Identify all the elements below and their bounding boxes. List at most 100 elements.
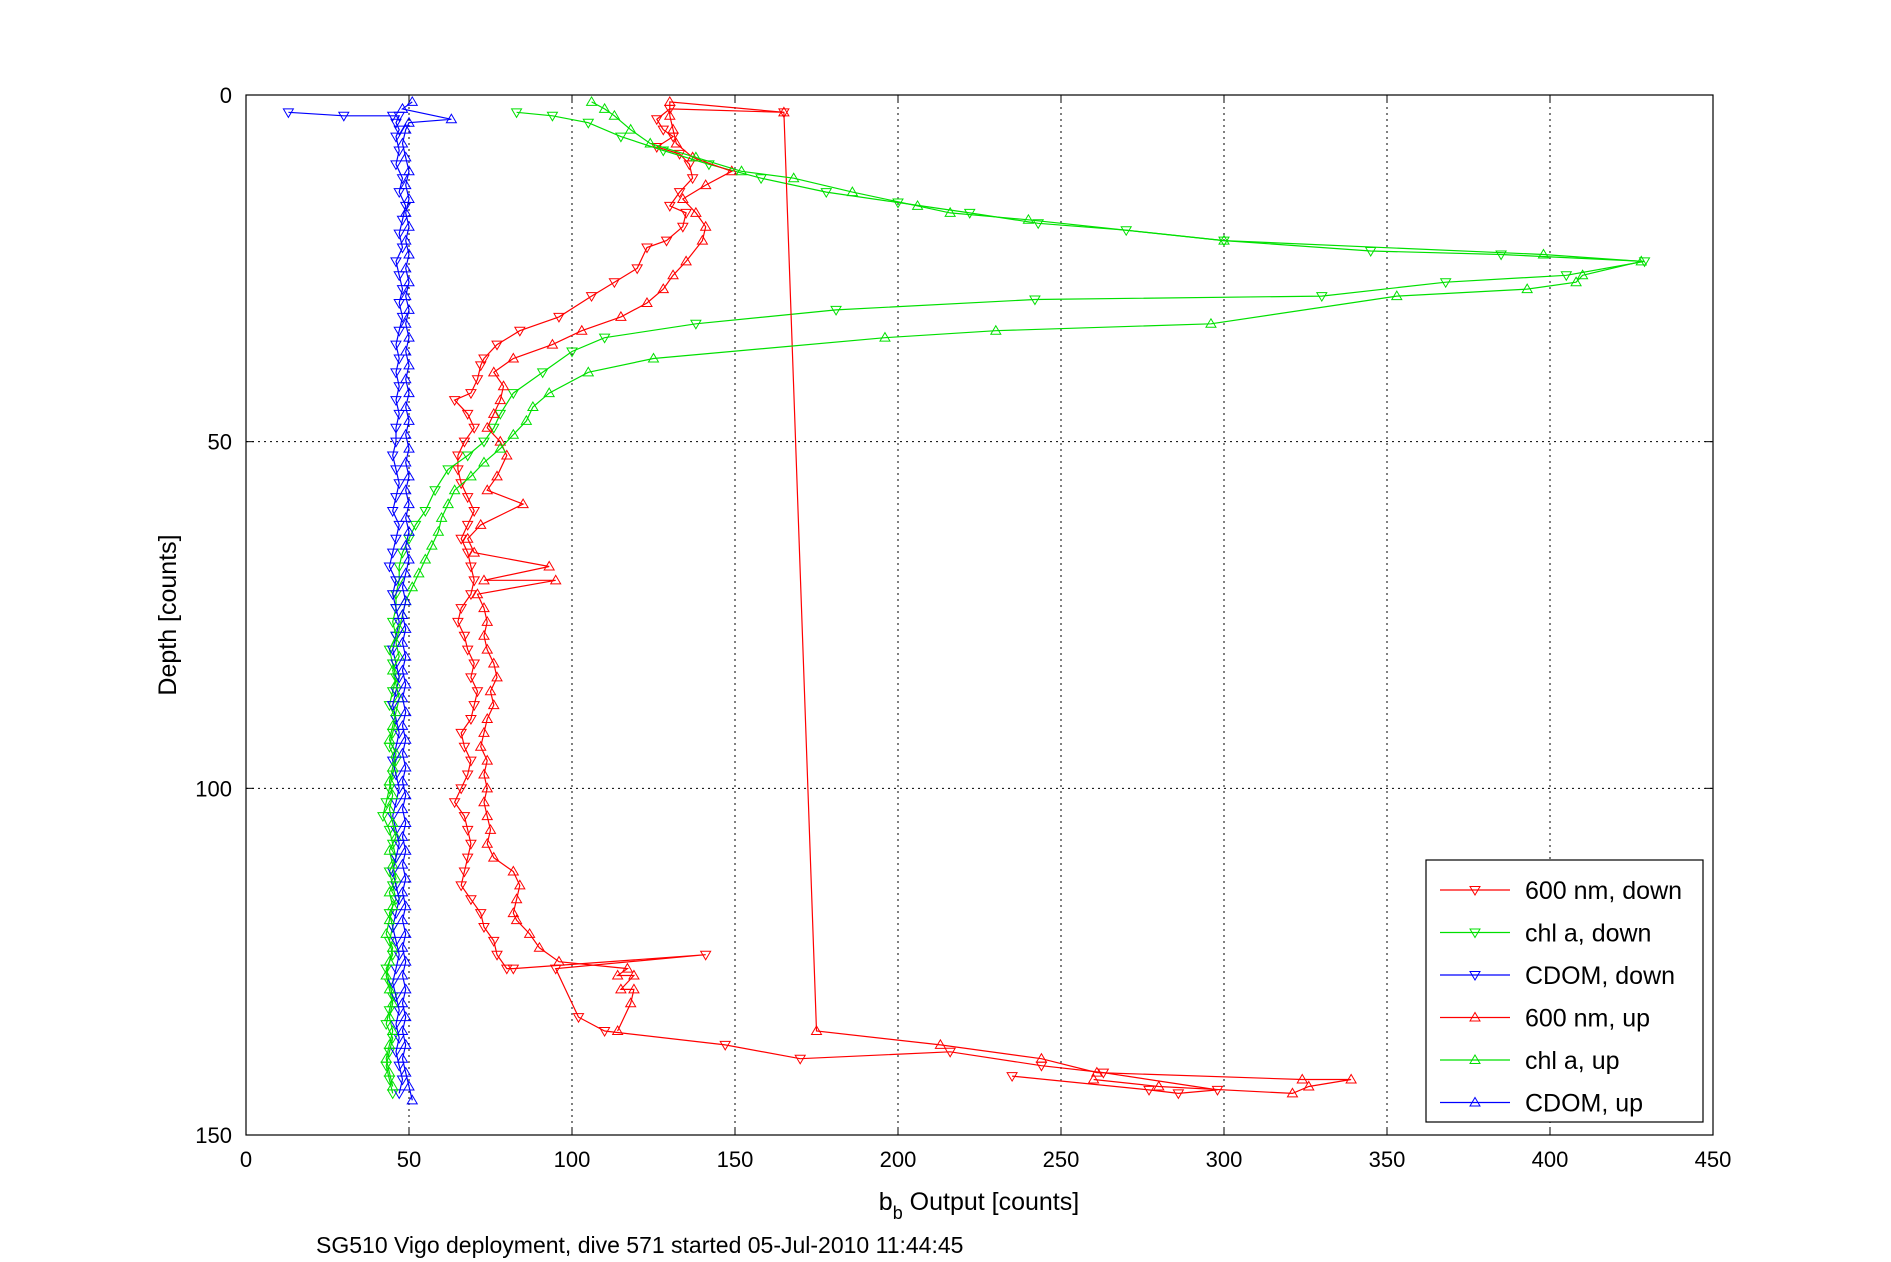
series-chl-a-up bbox=[380, 95, 1648, 1091]
data-point bbox=[399, 262, 412, 273]
data-point bbox=[513, 326, 526, 337]
data-point bbox=[396, 581, 409, 592]
series-line-chl-a-up bbox=[385, 101, 1642, 1087]
data-point bbox=[396, 775, 409, 786]
x-tick-label: 200 bbox=[880, 1147, 917, 1172]
data-point bbox=[390, 423, 402, 434]
data-point bbox=[497, 380, 510, 391]
data-point bbox=[481, 713, 494, 723]
data-point bbox=[403, 359, 415, 370]
legend-item-cdom-down: CDOM, down bbox=[1440, 962, 1675, 990]
data-point bbox=[513, 879, 526, 890]
data-point bbox=[403, 276, 415, 287]
data-point bbox=[787, 172, 800, 183]
data-point bbox=[566, 347, 578, 358]
data-point bbox=[484, 685, 497, 696]
data-point bbox=[481, 615, 494, 626]
data-point bbox=[1521, 283, 1534, 294]
data-point bbox=[478, 354, 490, 365]
data-point bbox=[442, 498, 454, 509]
data-point bbox=[478, 726, 490, 737]
data-point bbox=[494, 442, 507, 453]
data-point bbox=[399, 1038, 412, 1049]
data-point bbox=[461, 548, 474, 559]
data-point bbox=[399, 317, 412, 328]
data-point bbox=[624, 997, 637, 1008]
data-point bbox=[399, 1066, 412, 1077]
legend-box bbox=[1425, 859, 1704, 1123]
data-point bbox=[657, 283, 670, 294]
data-point bbox=[406, 95, 419, 106]
data-point bbox=[390, 964, 402, 975]
data-point bbox=[478, 437, 490, 448]
data-point bbox=[478, 768, 490, 779]
data-point bbox=[390, 160, 402, 171]
y-tick-label: 50 bbox=[208, 430, 232, 455]
data-point bbox=[399, 733, 412, 744]
data-point bbox=[390, 465, 402, 476]
legend-label: CDOM, up bbox=[1525, 1090, 1643, 1118]
data-point bbox=[546, 111, 559, 122]
data-point bbox=[412, 567, 425, 578]
data-point bbox=[386, 451, 399, 462]
data-point bbox=[663, 109, 676, 120]
data-point bbox=[390, 872, 402, 883]
data-point bbox=[690, 151, 702, 162]
data-point bbox=[1495, 250, 1507, 261]
data-point bbox=[390, 132, 402, 143]
data-point bbox=[390, 118, 402, 129]
data-point bbox=[455, 881, 468, 892]
data-point bbox=[510, 108, 523, 119]
data-point bbox=[383, 886, 396, 897]
data-point bbox=[690, 319, 702, 330]
data-point bbox=[487, 407, 500, 418]
data-point bbox=[455, 534, 468, 545]
data-point bbox=[390, 830, 402, 841]
data-point bbox=[611, 969, 624, 980]
data-point bbox=[390, 678, 402, 689]
data-point bbox=[474, 909, 487, 920]
data-point bbox=[396, 719, 409, 730]
data-point bbox=[1029, 295, 1041, 306]
data-point bbox=[461, 409, 474, 420]
data-point bbox=[442, 465, 454, 476]
data-point bbox=[549, 574, 562, 585]
data-point bbox=[507, 352, 520, 363]
data-point bbox=[699, 950, 712, 961]
data-point bbox=[386, 761, 399, 772]
data-point bbox=[399, 761, 412, 772]
data-point bbox=[1439, 278, 1452, 289]
data-point bbox=[624, 123, 637, 134]
data-point bbox=[478, 923, 490, 933]
data-point bbox=[478, 574, 490, 585]
data-point bbox=[1090, 1066, 1103, 1077]
data-point bbox=[1537, 248, 1550, 259]
data-point bbox=[403, 498, 415, 509]
data-point bbox=[553, 312, 565, 323]
data-point bbox=[393, 520, 406, 531]
data-point bbox=[393, 382, 406, 393]
data-point bbox=[383, 914, 396, 925]
data-point bbox=[461, 451, 474, 462]
data-point bbox=[399, 373, 412, 384]
data-point bbox=[393, 354, 406, 365]
data-point bbox=[383, 562, 396, 573]
data-point bbox=[396, 747, 409, 758]
data-point bbox=[383, 983, 396, 994]
data-point bbox=[390, 992, 402, 1003]
data-point bbox=[399, 983, 412, 994]
data-point bbox=[458, 631, 471, 642]
data-point bbox=[390, 1020, 402, 1031]
data-point bbox=[386, 789, 399, 800]
data-point bbox=[455, 784, 468, 795]
data-point bbox=[396, 997, 409, 1008]
data-point bbox=[399, 678, 412, 689]
data-point bbox=[481, 837, 494, 848]
data-point bbox=[390, 706, 402, 717]
x-tick-label: 350 bbox=[1369, 1147, 1406, 1172]
data-point bbox=[396, 1025, 409, 1035]
data-point bbox=[944, 1047, 957, 1058]
data-point bbox=[644, 137, 657, 148]
data-point bbox=[494, 409, 507, 420]
data-point bbox=[396, 969, 409, 980]
